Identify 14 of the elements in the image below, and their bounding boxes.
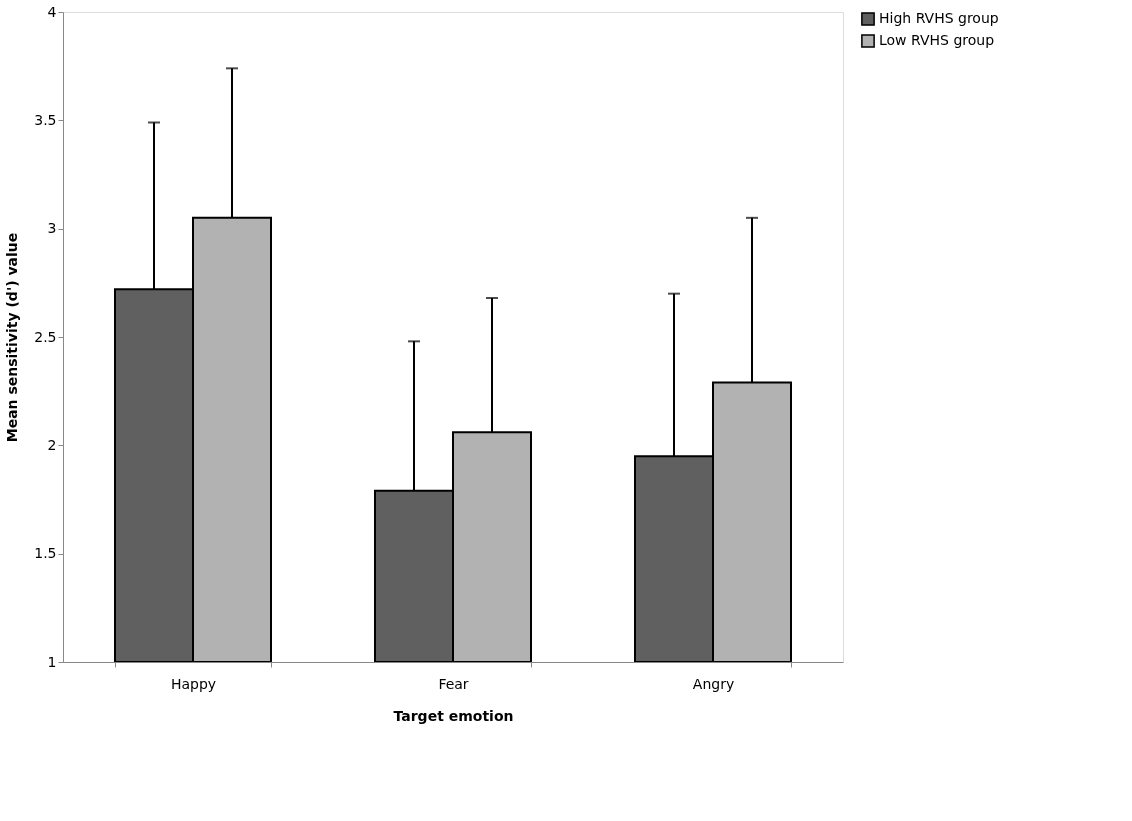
x-tick-label: Angry [692,675,735,692]
y-tick-label: 4 [47,3,57,20]
y-tick-label: 1.5 [34,545,57,562]
x-tick-label: Happy [170,675,217,692]
x-tick-label: Fear [438,675,469,692]
y-tick-label: 3 [47,220,57,237]
y-tick-label: 2 [47,436,57,453]
y-axis-title: Mean sensitivity (d') value [4,232,21,443]
legend-label: Low RVHS group [879,32,995,48]
x-axis-title: Target emotion [393,707,514,724]
legend-label: High RVHS group [879,10,999,26]
y-tick-label: 1 [47,653,57,670]
y-tick-label: 2.5 [34,328,57,345]
y-tick-label: 3.5 [34,111,57,128]
